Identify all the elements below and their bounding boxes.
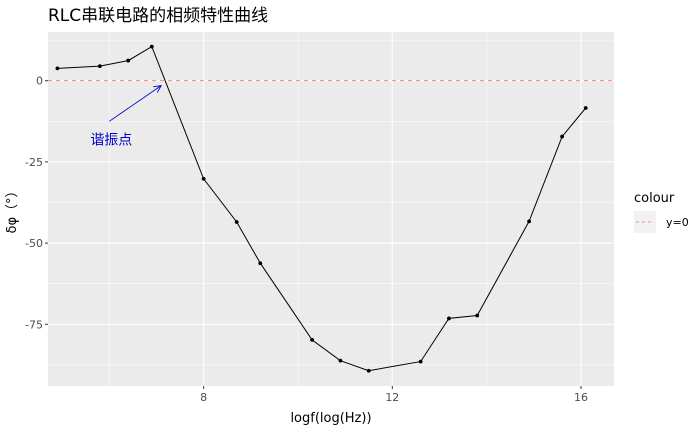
- x-tick-label: 12: [385, 391, 399, 404]
- data-point: [310, 337, 315, 342]
- y-tick-label: -25: [25, 156, 43, 169]
- data-point: [97, 64, 102, 69]
- data-point: [126, 58, 131, 63]
- data-point: [234, 220, 239, 224]
- data-point: [338, 358, 343, 363]
- major-gridlines: [48, 32, 614, 386]
- data-point: [527, 219, 531, 224]
- data-point: [55, 66, 60, 71]
- data-point: [201, 176, 206, 181]
- chart-title: RLC串联电路的相频特性曲线: [48, 6, 268, 26]
- x-axis-title: logf(log(Hz)): [290, 411, 371, 426]
- plot-panel: [48, 32, 614, 386]
- data-point: [475, 313, 480, 318]
- data-point: [149, 44, 154, 49]
- annotation-label: 谐振点: [90, 132, 132, 148]
- minor-gridlines: [48, 32, 614, 386]
- data-point: [447, 316, 451, 321]
- annotation-arrowhead: [153, 85, 163, 93]
- series-line: [57, 45, 587, 372]
- series-polyline: [57, 45, 587, 372]
- x-tick-label: 16: [574, 391, 588, 404]
- data-point: [583, 106, 588, 110]
- data-point: [258, 261, 263, 266]
- data-points: [55, 44, 588, 373]
- legend-title: colour: [634, 191, 675, 206]
- y-axis-title: δφ（°）: [5, 184, 20, 233]
- data-point: [560, 134, 565, 139]
- legend-entry-y0: y=0: [666, 216, 689, 229]
- y-tick-label: 0: [36, 75, 43, 88]
- x-tick-label: 8: [200, 391, 207, 404]
- y-axis: 0 -25 -50 -75: [25, 75, 48, 331]
- annotation-arrow: [109, 85, 162, 122]
- legend: colour y=0: [634, 191, 689, 233]
- data-point: [418, 359, 423, 364]
- data-point: [366, 368, 371, 373]
- resonance-annotation: 谐振点: [90, 85, 163, 148]
- y-tick-label: -75: [25, 318, 43, 331]
- x-axis: 8 12 16: [200, 386, 588, 404]
- y-tick-label: -50: [25, 237, 43, 250]
